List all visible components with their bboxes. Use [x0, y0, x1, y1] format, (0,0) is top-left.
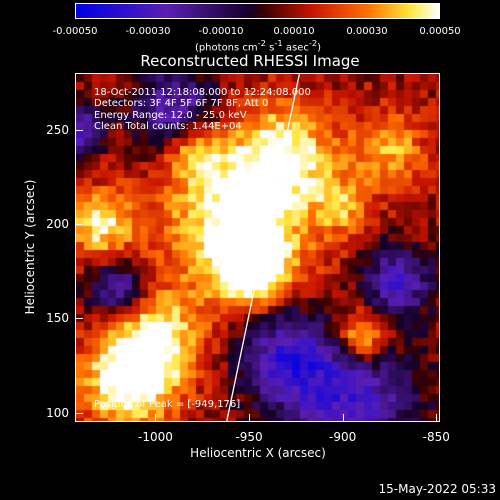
- y-tick-mark: [75, 129, 83, 131]
- info-line-energy: Energy Range: 12.0 - 25.0 keV: [94, 110, 247, 121]
- y-tick-mark: [75, 223, 83, 225]
- colorbar-tick-label: 0.00050: [419, 26, 461, 37]
- plot-overlay: [226, 74, 301, 421]
- plot-area: 18-Oct-2011 12:18:08.000 to 12:24:08.000…: [75, 73, 440, 422]
- x-tick-mark: [155, 414, 157, 422]
- x-tick-label: -1000: [138, 430, 173, 444]
- chart-title: Reconstructed RHESSI Image: [140, 52, 360, 70]
- y-tick-label: 250: [46, 122, 69, 137]
- x-axis-label: Heliocentric X (arcsec): [190, 446, 326, 460]
- info-line-time: 18-Oct-2011 12:18:08.000 to 12:24:08.000: [94, 87, 311, 98]
- x-tick-mark: [436, 414, 438, 422]
- y-tick-mark: [75, 318, 83, 320]
- x-tick-label: -900: [329, 430, 357, 444]
- x-tick-mark: [249, 414, 251, 422]
- y-tick-label: 100: [46, 405, 69, 420]
- x-tick-label: -850: [422, 430, 450, 444]
- x-tick-label: -950: [235, 430, 263, 444]
- colorbar-tick-label: 0.00030: [346, 26, 388, 37]
- colorbar-tick-label: -0.00050: [52, 26, 98, 37]
- y-tick-label: 200: [46, 216, 69, 231]
- info-line-clean: Clean Total counts: 1.44E+04: [94, 121, 242, 132]
- colorbar-units-label: (photons cm-2 s-1 asec-2): [194, 38, 322, 54]
- y-tick-mark: [75, 412, 83, 414]
- colorbar-tick-label: -0.00030: [125, 26, 171, 37]
- y-axis-label: Heliocentric Y (arcsec): [23, 179, 37, 315]
- rhessi-heatmap: [76, 74, 439, 421]
- info-line-detectors: Detectors: 3F 4F 5F 6F 7F 8F, Att 0: [94, 98, 269, 109]
- plot-timestamp: 15-May-2022 05:33: [378, 482, 496, 496]
- colorbar-tick-label: -0.00010: [198, 26, 244, 37]
- colorbar: [75, 3, 440, 19]
- x-tick-mark: [342, 414, 344, 422]
- peak-position-label: Position of Peak = [-949,176]: [94, 399, 241, 410]
- y-tick-label: 150: [46, 311, 69, 326]
- colorbar-tick-label: 0.00010: [273, 26, 315, 37]
- solar-limb-line: [226, 74, 301, 421]
